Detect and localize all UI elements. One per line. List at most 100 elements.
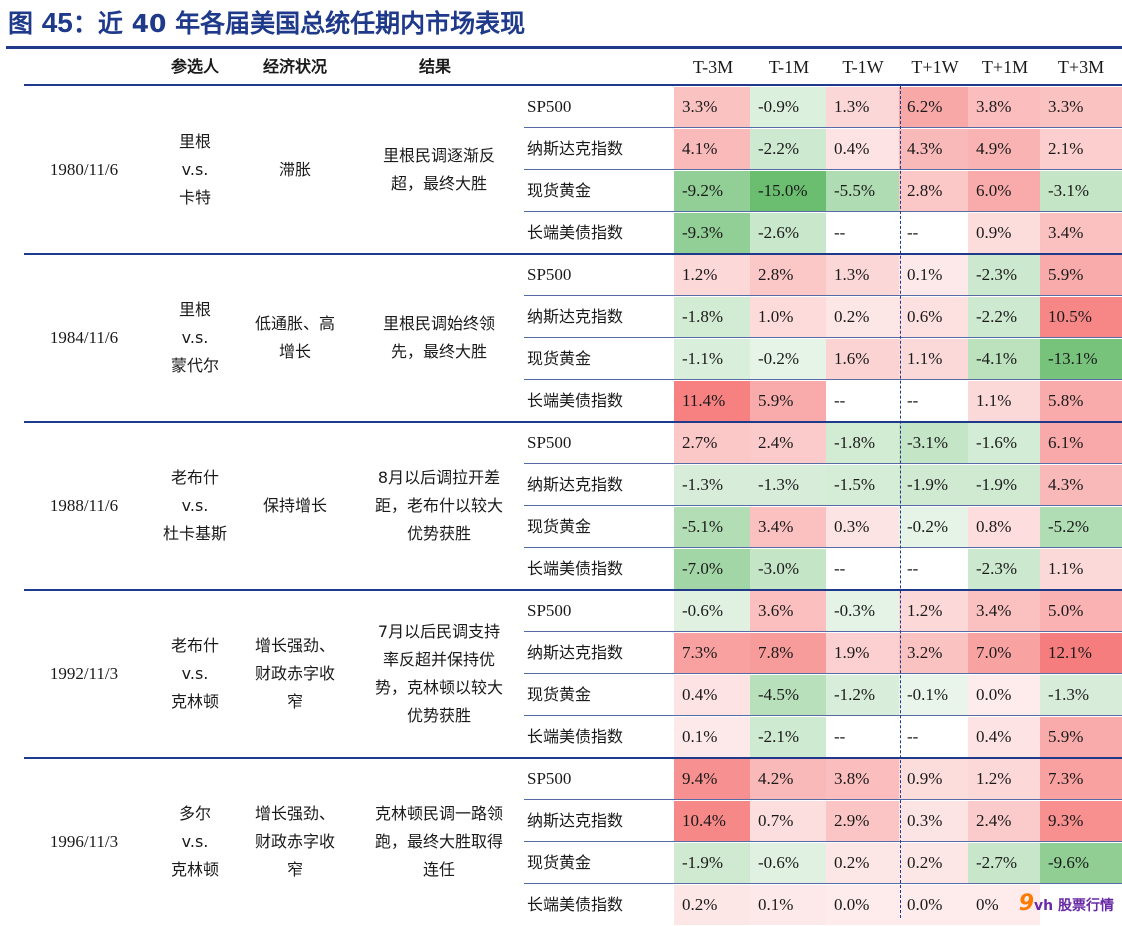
election-day-divider bbox=[900, 86, 901, 918]
return-cell: -2.2% bbox=[750, 129, 826, 169]
text-line: 克林顿 bbox=[170, 860, 219, 879]
candidates: 老布什 v.s. 杜卡基斯 bbox=[140, 422, 250, 590]
header-period: T+3M bbox=[1057, 57, 1105, 77]
top-rule bbox=[6, 46, 1122, 49]
return-cell: 1.2% bbox=[968, 759, 1040, 799]
return-cell: -5.2% bbox=[1040, 507, 1122, 547]
return-cell: 2.4% bbox=[750, 423, 826, 463]
return-cell: -1.3% bbox=[1040, 675, 1122, 715]
return-cell: -5.1% bbox=[674, 507, 750, 547]
text-line: 优势获胜 bbox=[406, 524, 471, 543]
header-candidates: 参选人 bbox=[170, 57, 219, 76]
return-cell: 1.1% bbox=[1040, 549, 1122, 589]
return-cell: -- bbox=[907, 559, 919, 578]
text-line: 蒙代尔 bbox=[170, 356, 219, 375]
return-cell: 2.1% bbox=[1040, 129, 1122, 169]
economic-condition: 滞胀 bbox=[236, 86, 354, 254]
return-cell: -4.5% bbox=[750, 675, 826, 715]
asset-label: SP500 bbox=[527, 97, 572, 116]
header-period: T-1M bbox=[768, 57, 810, 77]
return-cell: 4.9% bbox=[968, 129, 1040, 169]
asset-label: 纳斯达克指数 bbox=[527, 811, 624, 830]
return-cell: -2.7% bbox=[968, 843, 1040, 883]
return-cell: -0.2% bbox=[750, 339, 826, 379]
return-cell: -0.3% bbox=[826, 591, 899, 631]
return-cell: -3.0% bbox=[750, 549, 826, 589]
economic-condition: 保持增长 bbox=[236, 422, 354, 590]
text-line: 8月以后调拉开差 bbox=[377, 468, 501, 487]
return-cell: 9.3% bbox=[1040, 801, 1122, 841]
return-cell: 4.3% bbox=[899, 129, 968, 169]
return-cell: 6.1% bbox=[1040, 423, 1122, 463]
text-line: v.s. bbox=[181, 328, 209, 347]
return-cell: 0.1% bbox=[899, 255, 968, 295]
asset-label: 纳斯达克指数 bbox=[527, 139, 624, 158]
return-cell: 5.8% bbox=[1040, 381, 1122, 421]
return-cell: 0.2% bbox=[674, 885, 750, 925]
return-cell: 1.6% bbox=[826, 339, 899, 379]
row-divider bbox=[524, 673, 1122, 674]
return-cell: -7.0% bbox=[674, 549, 750, 589]
return-cell: 5.9% bbox=[1040, 255, 1122, 295]
text-line: 势，克林顿以较大 bbox=[374, 678, 503, 697]
return-cell: 0.8% bbox=[968, 507, 1040, 547]
return-cell: 0.1% bbox=[674, 717, 750, 757]
return-cell: 1.2% bbox=[674, 255, 750, 295]
return-cell: -1.9% bbox=[899, 465, 968, 505]
return-cell: 0.7% bbox=[750, 801, 826, 841]
return-cell: 3.8% bbox=[968, 87, 1040, 127]
title-text: ：近 40 年各届美国总统任期内市场表现 bbox=[72, 9, 526, 38]
candidates: 老布什 v.s. 克林顿 bbox=[140, 590, 250, 758]
text-line: 保持增长 bbox=[262, 496, 327, 515]
header-economy: 经济状况 bbox=[262, 57, 327, 76]
return-cell: 2.7% bbox=[674, 423, 750, 463]
return-cell: 0.2% bbox=[899, 843, 968, 883]
text-line: 超，最终大胜 bbox=[390, 174, 487, 193]
return-cell: 5.0% bbox=[1040, 591, 1122, 631]
return-cell: 2.9% bbox=[826, 801, 899, 841]
return-cell: 4.3% bbox=[1040, 465, 1122, 505]
text-line: v.s. bbox=[181, 832, 209, 851]
text-line: 低通胀、高 bbox=[254, 314, 335, 333]
text-line: 老布什 bbox=[170, 636, 219, 655]
text-line: v.s. bbox=[181, 664, 209, 683]
election-result: 里根民调逐渐反 超，最终大胜 bbox=[354, 86, 524, 254]
asset-label: 纳斯达克指数 bbox=[527, 307, 624, 326]
text-line: v.s. bbox=[181, 496, 209, 515]
election-result: 克林顿民调一路领 跑，最终大胜取得 连任 bbox=[354, 758, 524, 926]
return-cell: 3.3% bbox=[1040, 87, 1122, 127]
return-cell: 3.2% bbox=[899, 633, 968, 673]
row-divider bbox=[524, 379, 1122, 380]
return-cell: -9.6% bbox=[1040, 843, 1122, 883]
return-cell: 3.4% bbox=[1040, 213, 1122, 253]
return-cell: -2.2% bbox=[968, 297, 1040, 337]
election-date: 1992/11/3 bbox=[49, 664, 119, 683]
return-cell: 0.0% bbox=[826, 885, 899, 925]
return-cell: -9.3% bbox=[674, 213, 750, 253]
row-divider bbox=[524, 505, 1122, 506]
row-divider bbox=[524, 169, 1122, 170]
row-divider bbox=[524, 883, 1122, 884]
return-cell: -- bbox=[907, 727, 919, 746]
text-line: 里根 bbox=[178, 300, 211, 319]
return-cell: 3.4% bbox=[750, 507, 826, 547]
header-result: 结果 bbox=[418, 57, 451, 76]
return-cell: 0.4% bbox=[968, 717, 1040, 757]
economic-condition: 低通胀、高 增长 bbox=[236, 254, 354, 422]
return-cell: -- bbox=[907, 223, 919, 242]
row-divider bbox=[524, 547, 1122, 548]
return-cell: -- bbox=[834, 223, 846, 242]
watermark: 9vh 股票行情 bbox=[1019, 891, 1114, 916]
economic-condition: 增长强劲、 财政赤字收窄 bbox=[236, 590, 354, 758]
asset-label: 长端美债指数 bbox=[527, 727, 624, 746]
election-date: 1996/11/3 bbox=[49, 832, 119, 851]
row-divider bbox=[524, 295, 1122, 296]
text-line: 克林顿民调一路领 bbox=[374, 804, 503, 823]
return-cell: 1.1% bbox=[968, 381, 1040, 421]
return-cell: 10.4% bbox=[674, 801, 750, 841]
text-line: 多尔 bbox=[178, 804, 211, 823]
asset-label: 长端美债指数 bbox=[527, 559, 624, 578]
return-cell: 3.8% bbox=[826, 759, 899, 799]
text-line: 增长强劲、 bbox=[254, 636, 335, 655]
row-divider bbox=[524, 211, 1122, 212]
